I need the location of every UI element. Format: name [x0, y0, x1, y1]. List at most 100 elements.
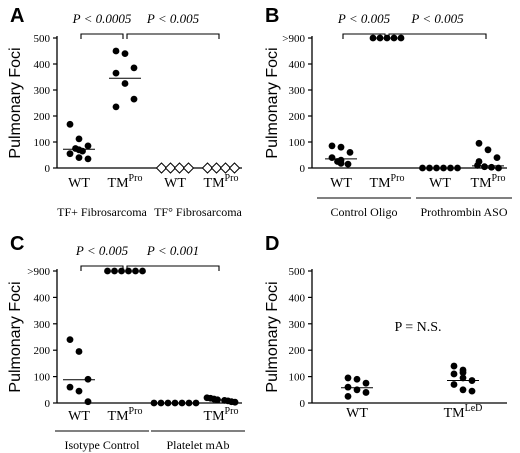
group-label: Control Oligo	[330, 205, 397, 219]
x-tick-label: WT	[429, 176, 451, 191]
data-point	[362, 379, 370, 387]
data-point	[468, 387, 476, 395]
data-point-diamond	[210, 162, 223, 174]
x-tick-label-text: TM	[471, 176, 493, 191]
data-point	[337, 143, 345, 151]
group-label: Platelet mAb	[167, 438, 230, 452]
y-tick-label: 0	[45, 398, 51, 410]
y-tick-label: 400	[289, 59, 306, 71]
x-tick-superscript: Pro	[129, 406, 143, 417]
data-point	[130, 95, 138, 103]
y-tick-label: 400	[34, 292, 51, 304]
x-tick-label-text: WT	[346, 406, 368, 421]
data-point	[66, 383, 74, 391]
data-point	[450, 370, 458, 378]
group-label: Isotype Control	[65, 438, 141, 452]
data-point	[157, 399, 165, 407]
significance-bracket	[388, 33, 487, 39]
data-point	[484, 146, 492, 154]
y-tick-label: 200	[34, 345, 51, 357]
y-tick-label: 300	[34, 319, 51, 331]
data-point	[419, 164, 426, 172]
data-point	[84, 375, 92, 383]
data-point	[75, 348, 83, 355]
significance-label: P < 0.005	[410, 11, 464, 26]
significance-label: P < 0.001	[146, 243, 199, 258]
y-tick-label: 500	[34, 33, 51, 45]
significance-label: P < 0.005	[146, 11, 200, 26]
x-tick-label-text: TM	[108, 409, 130, 424]
data-point	[84, 398, 92, 406]
data-point	[459, 374, 467, 382]
y-tick-label: 200	[34, 111, 51, 123]
x-tick-label: WT	[68, 176, 90, 191]
y-tick-label: 400	[289, 292, 306, 304]
y-tick-label: 200	[289, 345, 306, 357]
data-point	[353, 375, 361, 383]
data-point	[75, 135, 83, 143]
significance-label: P < 0.005	[75, 243, 129, 258]
x-tick-label-text: WT	[68, 176, 90, 191]
data-point	[139, 267, 146, 275]
x-tick-label-text: TM	[204, 409, 226, 424]
panel-letter: A	[10, 5, 24, 27]
x-tick-label: WT	[346, 406, 368, 421]
data-point	[450, 362, 458, 370]
x-tick-superscript: Pro	[391, 173, 405, 184]
x-tick-label-text: TM	[204, 176, 226, 191]
y-tick-label: 0	[300, 163, 306, 175]
x-tick-label: TMPro	[471, 173, 506, 191]
data-point	[104, 267, 111, 275]
y-tick-label: 200	[289, 111, 306, 123]
data-point	[185, 399, 193, 407]
panel-letter: C	[10, 233, 24, 255]
significance-label: P < 0.005	[337, 11, 391, 26]
data-point	[178, 399, 186, 407]
x-tick-label: TMPro	[204, 173, 239, 191]
x-tick-label: WT	[164, 176, 186, 191]
x-tick-label: TMPro	[370, 173, 405, 191]
data-point	[481, 163, 488, 171]
y-tick-label: 300	[34, 85, 51, 97]
y-tick-label: >900	[282, 33, 305, 45]
x-tick-label: WT	[330, 176, 352, 191]
y-tick-label: 100	[289, 372, 306, 384]
data-point	[474, 162, 481, 169]
significance-bracket	[342, 33, 386, 39]
x-tick-label: WT	[68, 409, 90, 424]
group-label: Prothrombin ASO	[420, 205, 507, 219]
y-tick-label: 0	[300, 398, 306, 410]
data-point	[344, 374, 352, 382]
y-axis-label: Pulmonary Foci	[264, 47, 281, 158]
significance-bracket	[126, 33, 220, 39]
data-point	[344, 393, 352, 400]
data-point-diamond	[182, 162, 195, 174]
data-point	[344, 160, 352, 168]
ns-annotation: P = N.S.	[394, 320, 441, 335]
significance-bracket	[80, 33, 124, 39]
data-point	[426, 164, 433, 172]
y-tick-label: 0	[45, 163, 51, 175]
data-point-diamond	[219, 162, 232, 174]
y-tick-label: 500	[289, 266, 306, 278]
x-tick-label-text: WT	[429, 176, 451, 191]
significance-label: P < 0.0005	[72, 11, 132, 26]
y-tick-label: 300	[289, 319, 306, 331]
data-point	[112, 103, 120, 111]
y-tick-label: 400	[34, 59, 51, 71]
data-point	[164, 399, 172, 407]
data-point	[493, 154, 501, 162]
data-point-diamond	[173, 162, 186, 174]
data-point	[75, 154, 83, 162]
data-point	[121, 50, 129, 57]
data-point	[488, 163, 495, 171]
data-point	[337, 159, 345, 167]
data-point	[459, 369, 467, 377]
data-point	[454, 164, 461, 172]
x-tick-label: TMLeD	[444, 403, 483, 421]
x-tick-label: TMPro	[108, 173, 143, 191]
y-tick-label: 100	[289, 137, 306, 149]
y-tick-label: >900	[27, 266, 50, 278]
x-tick-superscript: Pro	[225, 173, 239, 184]
y-tick-label: 100	[34, 372, 51, 384]
